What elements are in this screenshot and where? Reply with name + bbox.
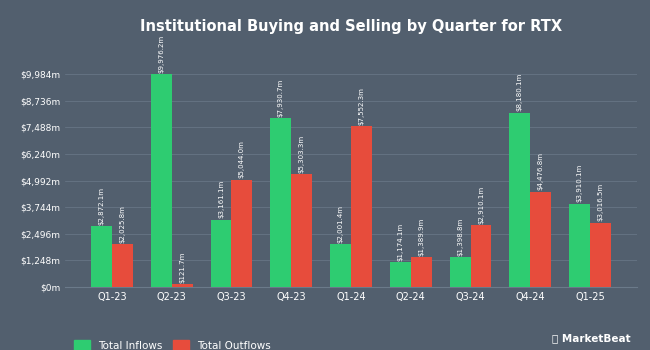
Text: $1,174.1m: $1,174.1m	[397, 223, 403, 261]
Text: $3,016.5m: $3,016.5m	[597, 183, 604, 222]
Text: $2,025.8m: $2,025.8m	[120, 205, 125, 243]
Text: $3,910.1m: $3,910.1m	[577, 164, 582, 202]
Bar	[569, 204, 590, 287]
Bar	[112, 244, 133, 287]
Text: $7,930.7m: $7,930.7m	[278, 78, 284, 117]
Text: $2,910.1m: $2,910.1m	[478, 186, 484, 224]
Bar	[390, 262, 411, 287]
Text: $8,180.1m: $8,180.1m	[517, 73, 523, 111]
Bar	[231, 180, 252, 287]
Bar	[330, 244, 351, 287]
Text: $5,303.3m: $5,303.3m	[299, 135, 305, 173]
Text: $2,872.1m: $2,872.1m	[98, 187, 105, 225]
Text: $1,398.8m: $1,398.8m	[457, 218, 463, 256]
Bar	[450, 257, 471, 287]
Bar	[411, 257, 432, 287]
Text: ⫽ MarketBeat: ⫽ MarketBeat	[552, 333, 630, 343]
Bar	[91, 226, 112, 287]
Text: $3,161.1m: $3,161.1m	[218, 180, 224, 218]
Bar	[510, 113, 530, 287]
Bar	[172, 285, 192, 287]
Bar	[351, 126, 372, 287]
Text: $5,044.0m: $5,044.0m	[239, 140, 245, 178]
Text: $2,001.4m: $2,001.4m	[337, 205, 344, 243]
Legend: Total Inflows, Total Outflows: Total Inflows, Total Outflows	[70, 336, 275, 350]
Bar	[270, 118, 291, 287]
Text: $121.7m: $121.7m	[179, 252, 185, 283]
Text: $7,552.3m: $7,552.3m	[358, 87, 365, 125]
Bar	[151, 75, 172, 287]
Text: $4,476.8m: $4,476.8m	[538, 152, 544, 190]
Bar	[211, 220, 231, 287]
Bar	[530, 191, 551, 287]
Text: $9,976.2m: $9,976.2m	[158, 35, 164, 73]
Title: Institutional Buying and Selling by Quarter for RTX: Institutional Buying and Selling by Quar…	[140, 19, 562, 34]
Bar	[291, 174, 312, 287]
Bar	[590, 223, 611, 287]
Bar	[471, 225, 491, 287]
Text: $1,389.9m: $1,389.9m	[418, 218, 424, 256]
